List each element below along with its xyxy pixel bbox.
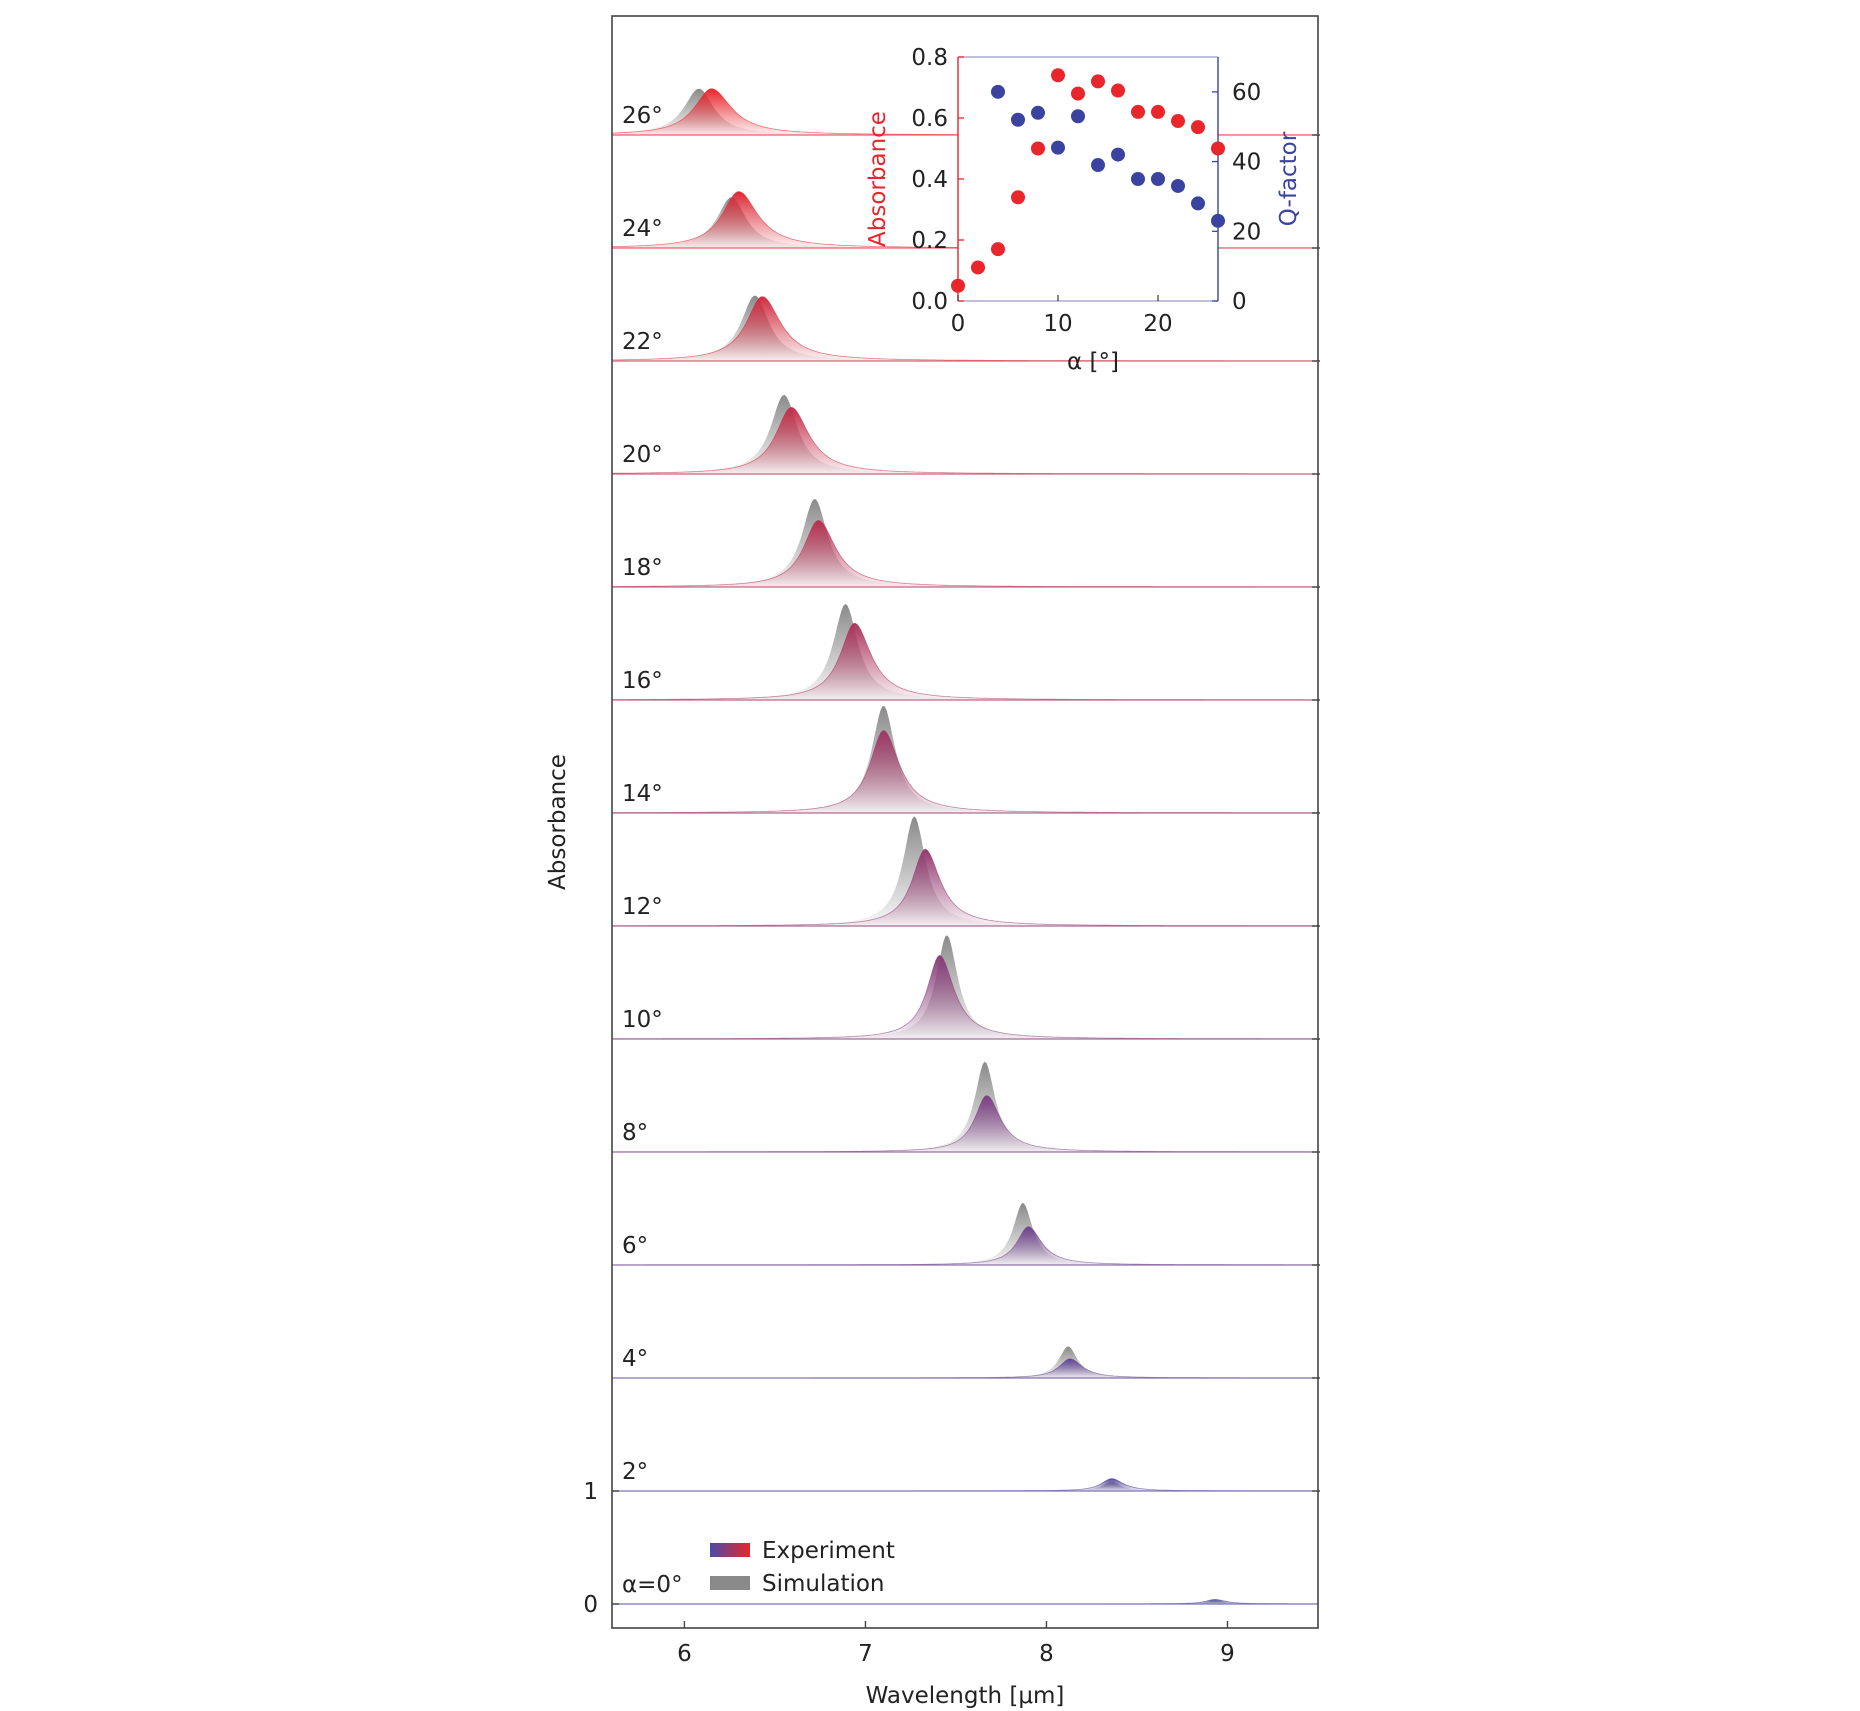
inset-y2-tick-label: 40 xyxy=(1232,150,1261,176)
inset-absorbance-point xyxy=(1111,83,1125,98)
inset-y2-tick-label: 60 xyxy=(1232,80,1261,106)
inset-x-tick-label: 10 xyxy=(1043,311,1072,337)
simulation-peak xyxy=(612,1203,1318,1265)
inset-absorbance-point xyxy=(1151,104,1165,119)
inset-y-tick-label: 0.2 xyxy=(911,228,948,254)
inset-qfactor-point xyxy=(1111,147,1125,162)
inset-y-axis-title: Absorbance xyxy=(865,111,891,247)
angle-label: 10° xyxy=(622,1007,663,1033)
inset-qfactor-point xyxy=(1071,109,1085,124)
inset-qfactor-point xyxy=(1191,196,1205,211)
inset-absorbance-point xyxy=(951,278,965,293)
experiment-peak xyxy=(612,1226,1319,1266)
legend-swatch-experiment xyxy=(710,1543,750,1557)
inset-y-tick-label: 0.0 xyxy=(911,289,948,315)
inset-absorbance-point xyxy=(1191,120,1205,135)
inset-absorbance-point xyxy=(1011,190,1025,205)
legend-swatch-simulation xyxy=(710,1576,750,1590)
angle-label: 2° xyxy=(622,1459,648,1485)
inset-x-tick-label: 0 xyxy=(951,311,966,337)
simulation-peak xyxy=(612,706,1318,813)
inset-absorbance-point xyxy=(1071,86,1085,101)
x-tick-label: 7 xyxy=(858,1641,873,1667)
inset-absorbance-point xyxy=(1031,141,1045,156)
y-axis-title: Absorbance xyxy=(545,754,571,890)
legend-label-simulation: Simulation xyxy=(762,1571,885,1597)
angle-label: 12° xyxy=(622,894,663,920)
experiment-peak xyxy=(612,1478,1319,1492)
angle-label: 4° xyxy=(622,1346,648,1372)
angle-label: 18° xyxy=(622,555,663,581)
simulation-peak xyxy=(612,604,1318,700)
inset-qfactor-point xyxy=(1011,112,1025,127)
angle-label: 8° xyxy=(622,1120,648,1146)
inset-absorbance-point xyxy=(1211,141,1225,156)
inset-y-tick-label: 0.6 xyxy=(911,106,948,132)
experiment-peak xyxy=(611,1095,1319,1153)
angle-label: 26° xyxy=(622,103,663,129)
inset-absorbance-point xyxy=(991,242,1005,257)
inset-qfactor-point xyxy=(1051,140,1065,155)
experiment-peak xyxy=(612,1358,1319,1379)
inset-y-tick-label: 0.4 xyxy=(911,167,948,193)
inset-qfactor-point xyxy=(1151,172,1165,186)
x-tick-label: 6 xyxy=(677,1641,692,1667)
simulation-peak xyxy=(612,1482,1318,1491)
experiment-peak xyxy=(611,296,1319,362)
x-axis-title: Wavelength [μm] xyxy=(866,1683,1065,1709)
inset-qfactor-point xyxy=(1131,172,1145,186)
inset-absorbance-point xyxy=(1091,74,1105,89)
inset-qfactor-point xyxy=(1091,158,1105,173)
y-tick-label: 0 xyxy=(583,1592,598,1618)
angle-label: 22° xyxy=(622,329,663,355)
inset-y2-tick-label: 20 xyxy=(1232,219,1261,245)
angle-label: 24° xyxy=(622,216,663,242)
experiment-peak xyxy=(611,406,1319,475)
inset-qfactor-point xyxy=(1031,105,1045,120)
simulation-peak xyxy=(612,816,1318,926)
simulation-peak xyxy=(612,1346,1318,1378)
experiment-peak xyxy=(612,1599,1319,1605)
angle-label: α=0° xyxy=(622,1572,683,1598)
angle-label: 6° xyxy=(622,1233,648,1259)
experiment-peak xyxy=(611,848,1319,927)
simulation-peak xyxy=(612,499,1318,587)
angle-label: 14° xyxy=(622,781,663,807)
angle-label: 16° xyxy=(622,668,663,694)
inset-absorbance-point xyxy=(971,260,985,275)
inset-absorbance-point xyxy=(1131,104,1145,119)
simulation-peak xyxy=(612,395,1318,474)
legend-label-experiment: Experiment xyxy=(762,1538,895,1564)
inset-qfactor-point xyxy=(1211,213,1225,228)
inset-chart: 0.0 0.2 0.4 0.6 0.8 0 20 40 60 0 10 20 α [°] Absorban… xyxy=(865,45,1302,375)
main-axes: 6 7 8 9 0 1 Wavelength [μm] Absorbance xyxy=(545,15,1320,1709)
legend: Experiment Simulation xyxy=(710,1538,895,1597)
inset-y-tick-label: 0.8 xyxy=(911,45,948,71)
experiment-peak xyxy=(611,519,1319,588)
inset-absorbance-point xyxy=(1051,68,1065,83)
inset-y2-axis-title: Q-factor xyxy=(1276,131,1302,226)
y-tick-label: 1 xyxy=(583,1479,598,1505)
inset-x-tick-label: 20 xyxy=(1143,311,1172,337)
experiment-peak xyxy=(611,954,1319,1040)
inset-y2-tick-label: 0 xyxy=(1232,289,1247,315)
experiment-peak xyxy=(611,730,1319,814)
experiment-peak xyxy=(611,622,1319,701)
x-tick-label: 8 xyxy=(1039,1641,1054,1667)
angle-label: 20° xyxy=(622,442,663,468)
spectra-traces: α=0° 2° 4° 6° 8° 10° 12° 14° 16° 18° 20° 22° 24° 26° xyxy=(611,88,1319,1605)
inset-absorbance-point xyxy=(1171,114,1185,129)
main-plot-frame xyxy=(611,15,1319,1629)
inset-qfactor-point xyxy=(991,84,1005,99)
inset-qfactor-point xyxy=(1171,178,1185,193)
x-tick-label: 9 xyxy=(1220,1641,1235,1667)
inset-x-axis-title: α [°] xyxy=(1067,349,1119,375)
